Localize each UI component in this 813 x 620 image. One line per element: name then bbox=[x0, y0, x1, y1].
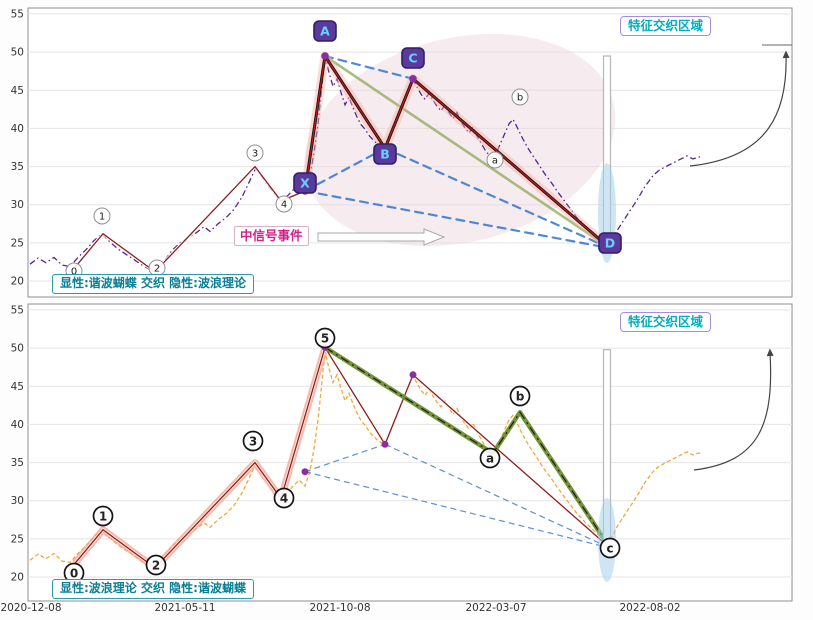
x-tick-label: 2022-08-02 bbox=[619, 602, 680, 614]
x-tick-label: 2020-12-08 bbox=[0, 602, 61, 614]
point-label-5: 5 bbox=[314, 327, 336, 349]
point-label-a: a bbox=[486, 151, 504, 169]
point-label-A: A bbox=[313, 20, 337, 42]
svg-text:X: X bbox=[300, 176, 310, 191]
x-tick-label: 2021-05-11 bbox=[154, 602, 215, 614]
point-label-1: 1 bbox=[93, 207, 111, 225]
y-tick-label: 50 bbox=[11, 343, 24, 355]
svg-text:3: 3 bbox=[252, 149, 258, 160]
top-price-series bbox=[29, 55, 701, 273]
svg-text:1: 1 bbox=[99, 212, 105, 223]
y-tick-label: 50 bbox=[11, 47, 24, 59]
top-pattern-region-ellipse bbox=[304, 33, 616, 247]
y-tick-label: 20 bbox=[11, 276, 24, 288]
bottom-point-labels: 0 1 2 3 4 5 a b c bbox=[63, 327, 621, 584]
point-label-2: 2 bbox=[145, 554, 167, 576]
point-label-a: a bbox=[479, 447, 501, 469]
x-axis-tick-labels: 2020-12-08 2021-05-11 2021-10-08 2022-03-07… bbox=[0, 602, 680, 614]
point-label-1: 1 bbox=[92, 505, 114, 527]
top-projection-arrow bbox=[689, 50, 790, 167]
y-tick-label: 40 bbox=[11, 419, 24, 431]
bottom-pattern-legend: 显性:波浪理论 交织 隐性:谐波蝴蝶 bbox=[52, 579, 254, 599]
svg-text:2: 2 bbox=[154, 264, 160, 275]
bottom-projection-arrow bbox=[693, 348, 774, 471]
y-tick-label: 25 bbox=[11, 533, 24, 545]
signal-event-label: 中信号事件 bbox=[234, 226, 309, 247]
svg-text:D: D bbox=[605, 236, 615, 251]
point-label-4: 4 bbox=[273, 487, 295, 509]
y-tick-label: 40 bbox=[11, 123, 24, 135]
y-tick-label: 45 bbox=[11, 381, 24, 393]
svg-text:b: b bbox=[517, 93, 523, 104]
svg-text:0: 0 bbox=[70, 567, 78, 581]
signal-event-arrow bbox=[317, 228, 446, 246]
svg-text:b: b bbox=[516, 390, 525, 404]
x-tick-label: 2022-03-07 bbox=[465, 602, 526, 614]
svg-text:3: 3 bbox=[249, 435, 257, 449]
point-label-b: b bbox=[509, 385, 531, 407]
point-label-c: c bbox=[599, 537, 621, 559]
svg-text:B: B bbox=[380, 147, 390, 162]
point-label-X: X bbox=[293, 172, 317, 194]
svg-text:2: 2 bbox=[152, 559, 160, 573]
y-tick-label: 55 bbox=[11, 9, 24, 21]
svg-text:0: 0 bbox=[71, 267, 77, 278]
bottom-price-series bbox=[29, 351, 701, 569]
y-tick-label: 55 bbox=[11, 305, 24, 317]
y-tick-label: 30 bbox=[11, 199, 24, 211]
svg-text:1: 1 bbox=[99, 510, 107, 524]
y-tick-label: 35 bbox=[11, 161, 24, 173]
y-tick-label: 45 bbox=[11, 85, 24, 97]
top-pattern-legend: 显性:谐波蝴蝶 交织 隐性:波浪理论 bbox=[52, 274, 254, 294]
x-tick-label: 2021-10-08 bbox=[309, 602, 370, 614]
point-label-3: 3 bbox=[246, 144, 264, 162]
bottom-abc-legs bbox=[323, 345, 612, 550]
point-label-4: 4 bbox=[275, 195, 293, 213]
point-label-b: b bbox=[511, 88, 529, 106]
y-tick-label: 20 bbox=[11, 572, 24, 584]
svg-text:c: c bbox=[606, 542, 613, 556]
svg-text:a: a bbox=[486, 452, 494, 466]
bottom-feature-region-label: 特征交织区域 bbox=[620, 312, 712, 333]
svg-text:a: a bbox=[492, 156, 498, 167]
svg-text:5: 5 bbox=[321, 332, 329, 346]
point-label-B: B bbox=[373, 143, 397, 165]
top-point-labels: 0 1 2 3 4 a b X A B C D bbox=[65, 20, 622, 280]
svg-text:4: 4 bbox=[281, 200, 287, 211]
svg-text:4: 4 bbox=[280, 492, 288, 506]
y-tick-label: 35 bbox=[11, 457, 24, 469]
point-label-C: C bbox=[401, 47, 425, 69]
point-label-3: 3 bbox=[242, 430, 264, 452]
y-tick-label: 25 bbox=[11, 237, 24, 249]
svg-text:A: A bbox=[320, 24, 330, 39]
top-harmonic-dashed-lines bbox=[303, 54, 612, 250]
y-tick-label: 30 bbox=[11, 495, 24, 507]
svg-text:C: C bbox=[408, 51, 417, 66]
top-feature-region-label: 特征交织区域 bbox=[620, 16, 712, 37]
bottom-dashed-guides bbox=[304, 443, 611, 549]
point-label-D: D bbox=[598, 232, 622, 254]
